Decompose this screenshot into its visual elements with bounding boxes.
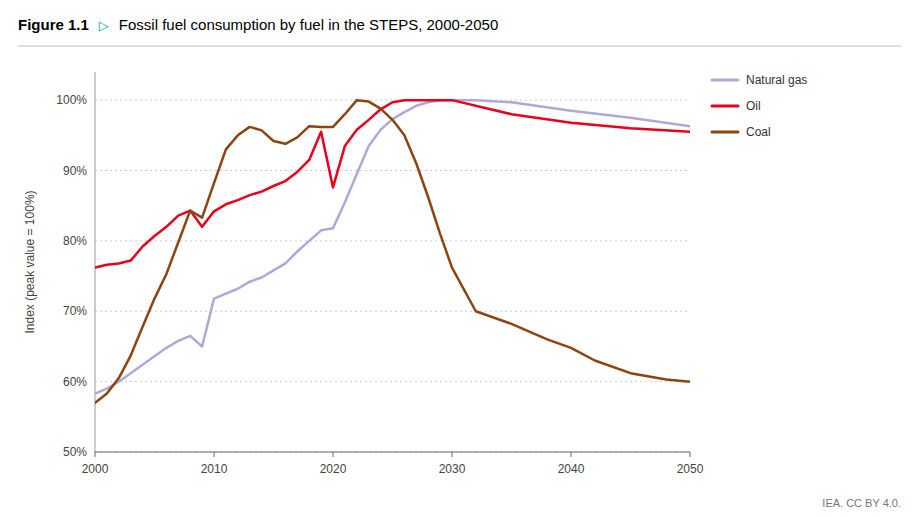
x-tick — [571, 452, 572, 457]
title-rule — [18, 46, 901, 47]
chart: Figure 1.1 ▷ Fossil fuel consumption by fu… — [0, 0, 919, 517]
legend-swatch — [712, 105, 738, 108]
y-tick-label: 80% — [63, 234, 87, 248]
figure-number: Figure 1.1 — [18, 16, 89, 33]
legend-label: Natural gas — [746, 73, 807, 87]
y-tick-label: 50% — [63, 445, 87, 459]
legend-label: Coal — [746, 125, 771, 139]
y-tick-label: 60% — [63, 375, 87, 389]
y-tick-label: 70% — [63, 304, 87, 318]
series-line — [95, 100, 690, 267]
x-tick-label: 2010 — [201, 462, 228, 476]
attribution: IEA. CC BY 4.0. — [822, 497, 901, 509]
x-tick-label: 2040 — [558, 462, 585, 476]
grid — [95, 100, 690, 452]
x-tick — [333, 452, 334, 457]
y-axis-line — [95, 72, 96, 452]
series-line — [95, 100, 690, 393]
grid-line — [95, 381, 690, 382]
grid-line — [95, 240, 690, 241]
series-line — [95, 100, 690, 403]
x-tick-label: 2050 — [677, 462, 704, 476]
legend: Natural gas Oil Coal — [712, 73, 807, 139]
title-arrow: ▷ — [99, 18, 109, 33]
lines — [95, 100, 690, 403]
y-axis-label: Index (peak value = 100%) — [23, 190, 37, 333]
x-tick — [452, 452, 453, 457]
x-tick — [214, 452, 215, 457]
y-tick-label: 90% — [63, 164, 87, 178]
legend-label: Oil — [746, 99, 761, 113]
grid-line — [95, 170, 690, 171]
x-tick-label: 2030 — [439, 462, 466, 476]
x-tick — [95, 452, 96, 457]
grid-line — [95, 100, 690, 101]
legend-swatch — [712, 79, 738, 82]
grid-line — [95, 452, 690, 453]
grid-line — [95, 311, 690, 312]
legend-swatch — [712, 131, 738, 134]
title: Fossil fuel consumption by fuel in the S… — [119, 16, 498, 33]
x-axis-line — [95, 452, 690, 453]
x-tick — [690, 452, 691, 457]
y-tick-label: 100% — [56, 93, 87, 107]
x-tick-label: 2000 — [82, 462, 109, 476]
x-tick-label: 2020 — [320, 462, 347, 476]
